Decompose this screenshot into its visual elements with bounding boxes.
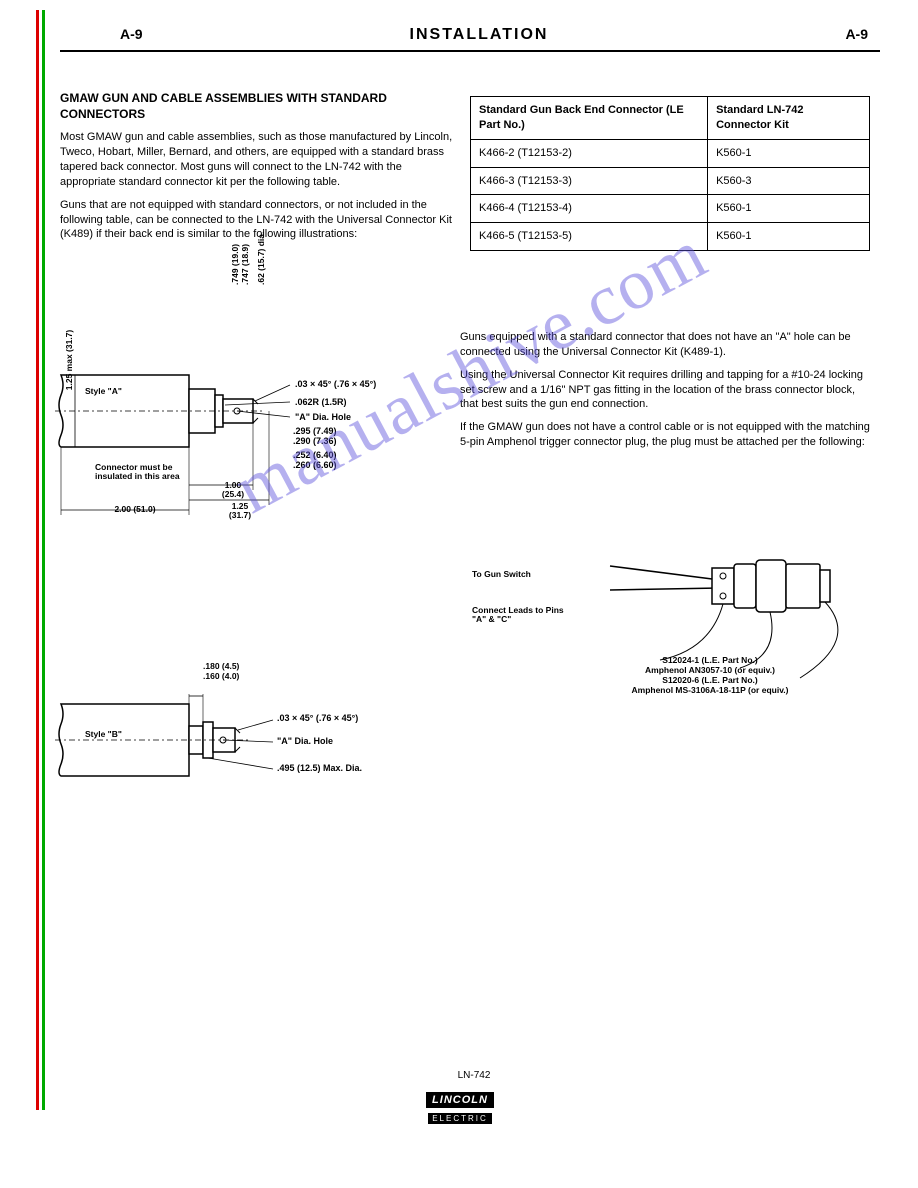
- dim-747-label: .747 (18.9): [241, 205, 250, 285]
- page-content: A-9 INSTALLATION A-9: [60, 10, 898, 52]
- to-gun-switch-label: To Gun Switch: [472, 570, 531, 579]
- d160-label: .160 (4.0): [203, 672, 253, 681]
- amphenol-note-1: S12024-1 (L.E. Part No.): [570, 656, 850, 665]
- table-row: K466-2 (T12153-2)K560-1: [471, 139, 870, 167]
- ahole-b-callout: "A" Dia. Hole: [277, 737, 333, 746]
- amphenol-diagram: To Gun Switch Connect Leads to Pins "A" …: [460, 540, 870, 715]
- amphenol-note-2: Amphenol AN3057-10 (or equiv.): [570, 666, 850, 675]
- style-b-svg: [55, 684, 415, 824]
- logo-top-text: LINCOLN: [426, 1092, 494, 1108]
- cell: K560-1: [708, 139, 870, 167]
- cell: K466-5 (T12153-5): [471, 223, 708, 251]
- logo-bottom-text: ELECTRIC: [428, 1113, 492, 1124]
- dim-62-label: .62 (15.7) dia.: [257, 195, 266, 285]
- page-edge-green: [42, 10, 45, 1110]
- cell: K560-3: [708, 167, 870, 195]
- cell: K560-1: [708, 195, 870, 223]
- section-heading: GMAW GUN AND CABLE ASSEMBLIES WITH STAND…: [60, 90, 460, 122]
- footer-model: LN-742: [60, 1070, 888, 1081]
- table-row: K466-5 (T12153-5)K560-1: [471, 223, 870, 251]
- table-row: K466-4 (T12153-4)K560-1: [471, 195, 870, 223]
- amphenol-note-4: Amphenol MS-3106A-18-11P (or equiv.): [570, 686, 850, 695]
- cell: K466-2 (T12153-2): [471, 139, 708, 167]
- d290-callout: .290 (7.36): [293, 437, 337, 446]
- cell: K466-3 (T12153-3): [471, 167, 708, 195]
- b7-p2: Using the Universal Connector Kit requir…: [460, 368, 870, 413]
- page-number-right: A-9: [845, 26, 868, 42]
- cell: K560-1: [708, 223, 870, 251]
- connector-table: Standard Gun Back End Connector (LE Part…: [470, 96, 870, 251]
- d100-label: 1.00 (25.4): [213, 481, 253, 499]
- style-a-label: Style "A": [85, 387, 122, 396]
- lincoln-logo: LINCOLN ELECTRIC: [410, 1090, 510, 1126]
- b7-text-block: Guns equipped with a standard connector …: [460, 330, 870, 458]
- page-edge-red: [36, 10, 39, 1110]
- table-row: K466-3 (T12153-3)K560-3: [471, 167, 870, 195]
- d260-callout: .260 (6.60): [293, 461, 337, 470]
- cell: K466-4 (T12153-4): [471, 195, 708, 223]
- d125-label: 1.25 (31.7): [220, 502, 260, 520]
- style-b-label: Style "B": [85, 730, 122, 739]
- insulation-note: Connector must be insulated in this area: [95, 463, 205, 481]
- dim-749-label: .749 (19.0): [231, 205, 240, 285]
- chamfer-b-callout: .03 × 45° (.76 × 45°): [277, 714, 358, 723]
- ahole-callout: "A" Dia. Hole: [295, 413, 351, 422]
- height-125-label: 1.25 max (31.7): [65, 325, 74, 395]
- radius-callout: .062R (1.5R): [295, 398, 347, 407]
- b7-p1: Guns equipped with a standard connector …: [460, 330, 870, 360]
- page-title: INSTALLATION: [60, 26, 898, 44]
- maxdia-callout: .495 (12.5) Max. Dia.: [277, 764, 362, 773]
- d180-label: .180 (4.5): [203, 662, 253, 671]
- right-table-block: Standard Gun Back End Connector (LE Part…: [470, 90, 870, 251]
- table-header-row: Standard Gun Back End Connector (LE Part…: [471, 97, 870, 140]
- chamfer-callout: .03 × 45° (.76 × 45°): [295, 380, 376, 389]
- section-p1: Most GMAW gun and cable assemblies, such…: [60, 130, 460, 189]
- amphenol-note-3: S12020-6 (L.E. Part No.): [570, 676, 850, 685]
- col-header-1: Standard Gun Back End Connector (LE Part…: [471, 97, 708, 140]
- header-rule: [60, 50, 880, 52]
- col-header-2: Standard LN-742 Connector Kit: [708, 97, 870, 140]
- b7-p3: If the GMAW gun does not have a control …: [460, 420, 870, 450]
- d200-label: 2.00 (51.0): [105, 505, 165, 514]
- connect-leads-label: Connect Leads to Pins "A" & "C": [472, 606, 572, 624]
